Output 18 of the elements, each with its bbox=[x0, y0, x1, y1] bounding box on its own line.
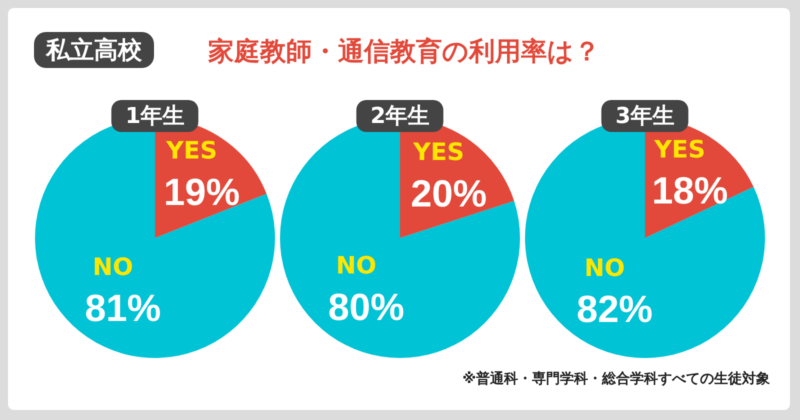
data-label: 18% bbox=[652, 170, 728, 213]
data-label: 20% bbox=[410, 173, 487, 216]
slice-label: NO bbox=[584, 254, 625, 282]
data-label: 81% bbox=[84, 288, 161, 330]
slice-label: YES bbox=[653, 135, 706, 164]
data-label: 80% bbox=[328, 286, 404, 329]
chart-title: 3年生 bbox=[601, 100, 689, 132]
text: 私立高校 bbox=[34, 32, 154, 68]
data-label: 19% bbox=[164, 172, 240, 214]
chart-title: 1年生 bbox=[111, 100, 199, 132]
text: 家庭教師・通信教育の利用率は？ bbox=[208, 36, 600, 69]
text: ※普通科・専門学科・総合学科すべての生徒対象 bbox=[462, 370, 770, 388]
chart-title: 2年生 bbox=[356, 100, 444, 132]
slice-label: NO bbox=[92, 252, 134, 281]
slice-label: NO bbox=[336, 252, 376, 280]
slice-label: YES bbox=[165, 136, 218, 165]
data-label: 82% bbox=[576, 289, 653, 332]
slice-label: YES bbox=[412, 138, 464, 166]
